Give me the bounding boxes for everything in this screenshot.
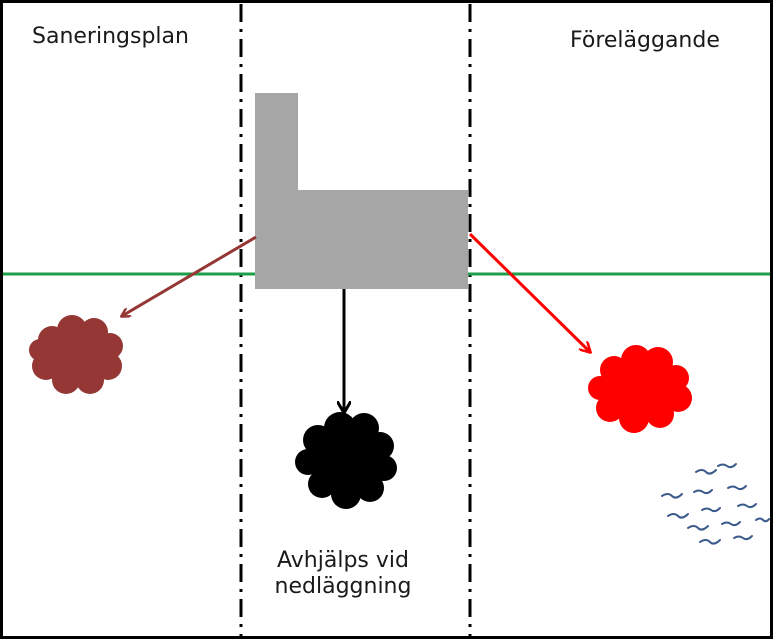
plume-center-icon xyxy=(295,412,397,509)
building-icon xyxy=(255,93,468,289)
label-saneringsplan: Saneringsplan xyxy=(32,24,189,49)
plume-left-icon xyxy=(29,315,123,394)
arrow-right xyxy=(468,232,590,352)
arrow-left xyxy=(122,235,257,316)
label-avhjalps-line2: nedläggning xyxy=(274,574,412,600)
label-forelaggande: Föreläggande xyxy=(570,28,720,53)
label-avhjalps-line1: Avhjälps vid xyxy=(277,548,409,573)
label-avhjalps: Avhjälps vid nedläggning xyxy=(258,548,428,601)
plume-right-icon xyxy=(588,345,692,433)
birds-icon xyxy=(661,463,770,545)
